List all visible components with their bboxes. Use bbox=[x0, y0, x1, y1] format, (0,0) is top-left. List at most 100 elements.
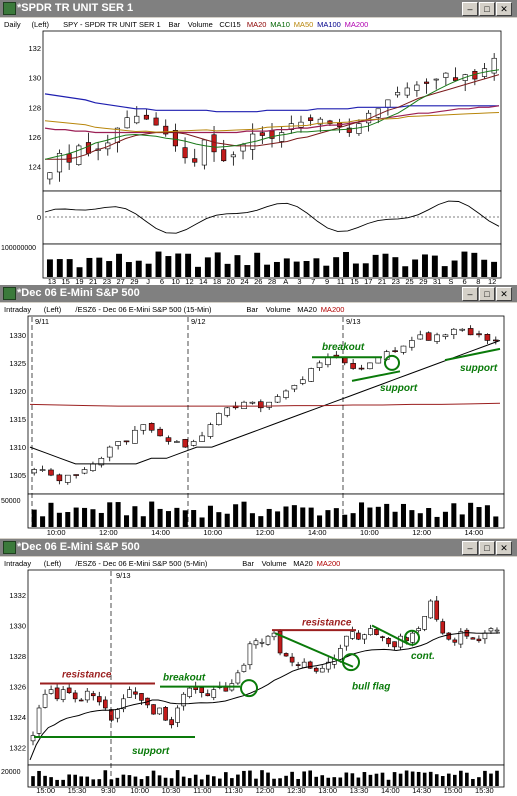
volume-bar bbox=[174, 507, 180, 527]
spy-titlebar[interactable]: *SPDR TR UNIT SER 1 – □ ✕ bbox=[0, 0, 517, 17]
candle-body bbox=[78, 699, 84, 702]
candle-body bbox=[140, 424, 147, 431]
volume-bar bbox=[165, 511, 171, 527]
close-button[interactable]: ✕ bbox=[496, 287, 512, 301]
maximize-button[interactable]: □ bbox=[479, 287, 495, 301]
candle-body bbox=[274, 396, 281, 403]
candle-body bbox=[414, 84, 420, 91]
volume-bar bbox=[489, 773, 493, 786]
header-label: /ESZ6 - Dec 06 E-Mini S&P 500 (5-Min) bbox=[75, 559, 207, 568]
price-tick-label: 1310 bbox=[9, 443, 26, 452]
candle-body bbox=[488, 628, 494, 632]
volume-bar bbox=[451, 503, 457, 527]
volume-bar bbox=[404, 770, 409, 786]
close-button[interactable]: ✕ bbox=[496, 541, 512, 555]
es-5min-window-title: *Dec 06 E-Mini S&P 500 bbox=[17, 541, 140, 553]
volume-bar bbox=[293, 261, 300, 277]
candle-body bbox=[443, 72, 449, 78]
candle-body bbox=[467, 328, 474, 336]
minimize-button[interactable]: – bbox=[462, 541, 478, 555]
volume-bar bbox=[175, 253, 182, 277]
x-axis-label: 12 bbox=[488, 277, 496, 285]
candle-body bbox=[298, 121, 304, 128]
es-5min-titlebar[interactable]: *Dec 06 E-Mini S&P 500 – □ ✕ bbox=[0, 539, 517, 556]
volume-bar bbox=[461, 251, 468, 277]
volume-bar bbox=[459, 514, 465, 527]
volume-bar bbox=[155, 251, 162, 277]
support-annotation-2: support bbox=[460, 363, 498, 374]
volume-bar bbox=[410, 771, 415, 786]
volume-bar bbox=[199, 517, 205, 527]
x-axis-label: 10:00 bbox=[203, 528, 222, 537]
volume-tick-label: 100000000 bbox=[1, 245, 36, 252]
candle-body bbox=[165, 437, 172, 442]
candle-body bbox=[446, 632, 452, 640]
es-5min-chart[interactable]: Intraday (Left) /ESZ6 - Dec 06 E-Mini S&P … bbox=[0, 557, 517, 796]
candle-body bbox=[133, 691, 138, 695]
volume-bar bbox=[31, 509, 37, 527]
maximize-button[interactable]: □ bbox=[479, 541, 495, 555]
ma200-line bbox=[44, 105, 500, 134]
maximize-button[interactable]: □ bbox=[479, 2, 495, 16]
volume-bar bbox=[175, 770, 180, 786]
volume-bar bbox=[476, 507, 482, 527]
volume-bar bbox=[431, 255, 438, 277]
candle-body bbox=[106, 446, 113, 458]
volume-bar bbox=[308, 770, 312, 786]
candle-body bbox=[157, 428, 163, 437]
es-15min-titlebar[interactable]: *Dec 06 E-Mini S&P 500 – □ ✕ bbox=[0, 285, 517, 302]
minimize-button[interactable]: – bbox=[462, 2, 478, 16]
volume-bar bbox=[491, 261, 498, 277]
volume-bar bbox=[56, 512, 62, 527]
price-tick-label: 1326 bbox=[9, 683, 26, 692]
volume-bar bbox=[133, 776, 138, 786]
candle-body bbox=[211, 689, 217, 698]
header-label: MA50 bbox=[294, 20, 314, 29]
candle-body bbox=[175, 707, 180, 723]
volume-bar bbox=[344, 772, 349, 786]
volume-bar bbox=[61, 779, 65, 786]
x-axis-label: 15:30 bbox=[475, 786, 494, 795]
candle-body bbox=[362, 634, 367, 640]
header-label: (Left) bbox=[32, 20, 50, 29]
candle-body bbox=[265, 635, 271, 645]
volume-bar bbox=[115, 502, 121, 527]
volume-bar bbox=[86, 257, 93, 277]
candle-body bbox=[114, 127, 120, 143]
candle-body bbox=[187, 687, 192, 697]
x-axis-label: 15:00 bbox=[36, 786, 55, 795]
candle-body bbox=[199, 435, 205, 442]
close-button[interactable]: ✕ bbox=[496, 2, 512, 16]
volume-bar bbox=[66, 259, 73, 277]
volume-bar bbox=[96, 257, 103, 277]
volume-bar bbox=[382, 253, 389, 277]
volume-bar bbox=[384, 503, 390, 527]
volume-bar bbox=[211, 776, 216, 786]
es-15min-chart[interactable]: Intraday (Left) /ESZ6 - Dec 06 E-Mini S&P … bbox=[0, 303, 517, 538]
candle-body bbox=[207, 424, 214, 437]
candle-body bbox=[148, 422, 155, 431]
volume-bar bbox=[308, 507, 314, 527]
spy-window-title: *SPDR TR UNIT SER 1 bbox=[17, 2, 134, 14]
candle-body bbox=[327, 120, 333, 124]
candle-body bbox=[400, 345, 407, 353]
x-axis-label: 14:00 bbox=[381, 786, 400, 795]
price-tick-label: 1315 bbox=[9, 415, 26, 424]
ma20-line bbox=[29, 340, 501, 465]
volume-bar bbox=[326, 777, 331, 786]
candle-body bbox=[56, 474, 63, 482]
spy-daily-chart[interactable]: Daily (Left) SPY - SPDR TR UNIT SER 1 Bar Vo… bbox=[0, 18, 517, 285]
volume-bar bbox=[181, 776, 186, 786]
volume-bar bbox=[465, 772, 469, 786]
header-label: MA200 bbox=[321, 305, 345, 314]
volume-bar bbox=[157, 508, 163, 527]
candle-body bbox=[85, 142, 92, 154]
candle-body bbox=[39, 469, 46, 471]
minimize-button[interactable]: – bbox=[462, 287, 478, 301]
candle-body bbox=[470, 637, 476, 640]
x-axis-label: 6 bbox=[160, 277, 164, 285]
volume-bar bbox=[356, 777, 361, 786]
candle-body bbox=[368, 628, 373, 636]
volume-bar bbox=[165, 256, 172, 277]
volume-bar bbox=[320, 775, 325, 786]
